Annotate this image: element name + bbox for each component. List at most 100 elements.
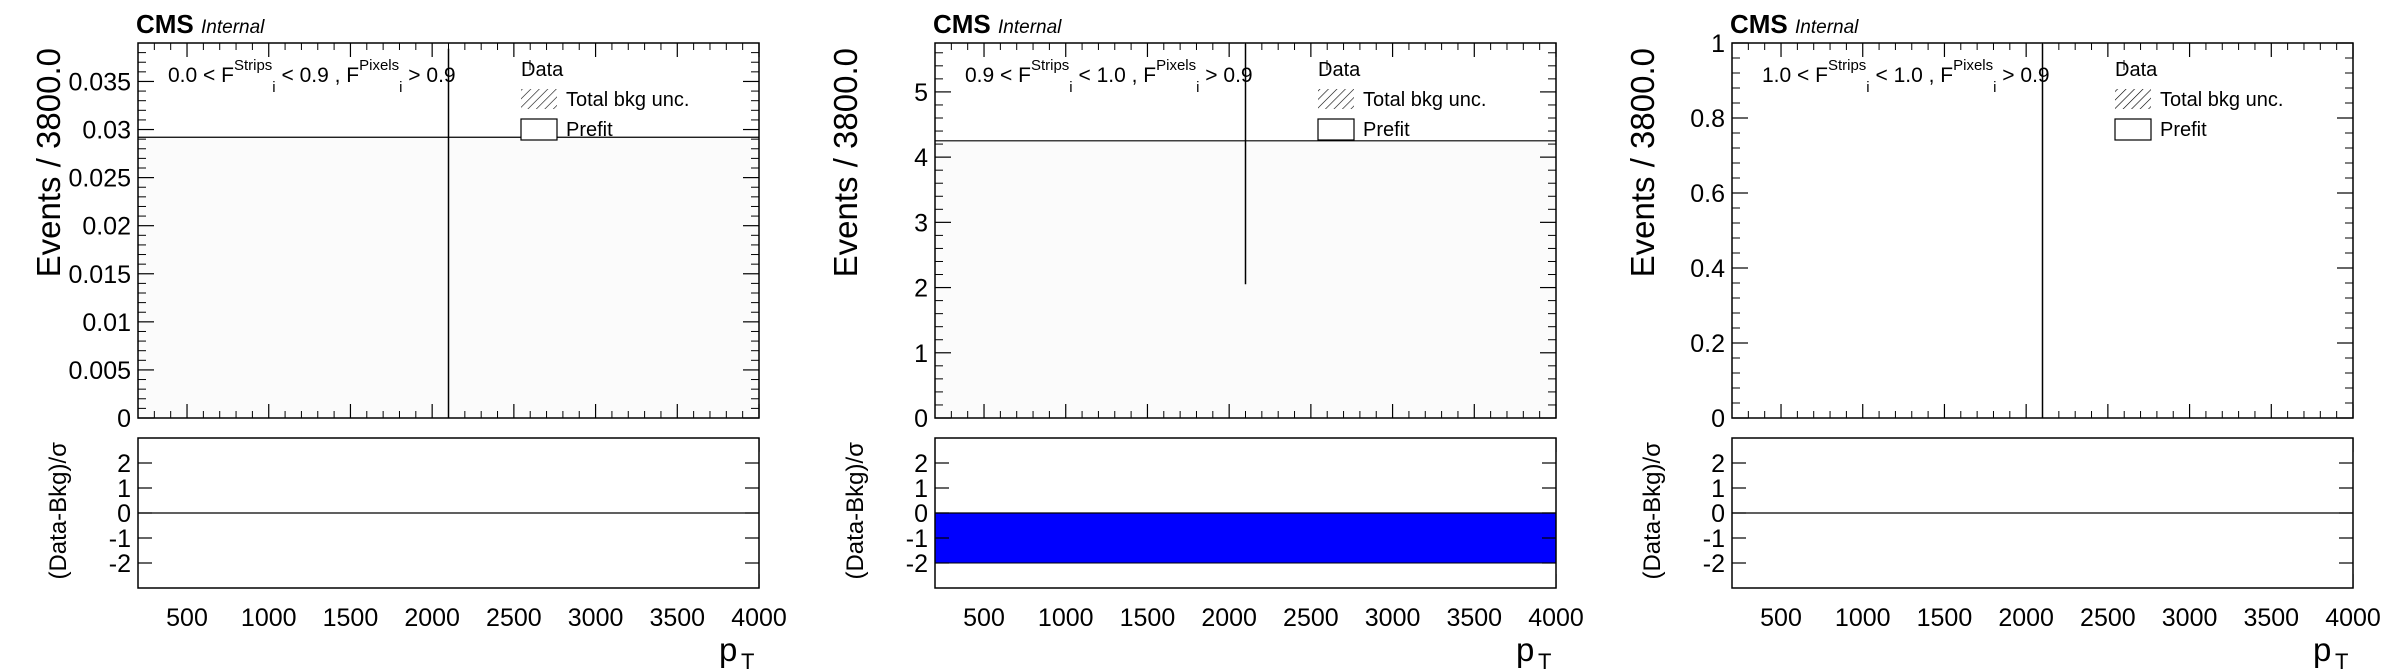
panel-1: 0 0.005 0.01 0.015 0.02 0.025 0.03 0.035 500 1000… [30,9,787,672]
x-axis-title-sub: T [741,649,754,672]
ratio-y-tick-label: -2 [906,550,928,578]
cms-label: CMS [933,9,991,39]
category-label: 0.0 < FStripsi < 0.9 , FPixelsi > 0.9 [168,57,456,96]
x-tick-label: 4000 [1528,604,1584,632]
y-tick-label: 0.2 [1690,330,1725,358]
legend-prefit-label: Prefit [2160,119,2207,141]
x-tick-label: 1000 [1038,604,1094,632]
y-tick-label: 0.025 [68,165,131,193]
y-tick-label: 0.015 [68,261,131,289]
legend-data-label: Data [1318,59,1361,81]
x-tick-label: 1000 [241,604,297,632]
legend-unc-swatch [1318,89,1354,109]
legend-unc-label: Total bkg unc. [2160,89,2283,111]
x-tick-label: 3500 [2243,604,2299,632]
status-label: Internal [998,17,1062,38]
x-tick-label: 3000 [2162,604,2218,632]
y-axis-title: Events / 3800.0 [827,48,864,277]
y-tick-label: 4 [914,144,928,172]
legend-unc-swatch [2115,89,2151,109]
y-tick-label: 1 [1711,30,1725,58]
y-tick-label: 3 [914,209,928,237]
cms-label: CMS [136,9,194,39]
ratio-y-tick-label: -2 [1703,550,1725,578]
y-axis-title: Events / 3800.0 [1624,48,1661,277]
category-label: 1.0 < FStripsi < 1.0 , FPixelsi > 0.9 [1762,57,2050,96]
y-tick-label: 0.02 [82,213,131,241]
y-tick-label: 0.03 [82,117,131,145]
ratio-y-tick-label: 2 [1711,450,1725,478]
x-tick-label: 3000 [568,604,624,632]
y-tick-label: 0.6 [1690,180,1725,208]
y-tick-label: 0 [117,405,131,433]
y-tick-label: 5 [914,79,928,107]
ratio-y-tick-label: 1 [117,475,131,503]
x-tick-label: 1000 [1835,604,1891,632]
status-label: Internal [201,17,265,38]
ratio-y-tick-label: 2 [117,450,131,478]
legend-prefit-swatch [2114,118,2152,141]
ratio-pull-bar [934,512,1557,564]
ratio-y-axis-title: (Data-Bkg)/σ [1639,442,1666,580]
cms-label: CMS [1730,9,1788,39]
x-tick-label: 2500 [486,604,542,632]
y-tick-label: 0.005 [68,357,131,385]
y-axis-title: Events / 3800.0 [30,48,67,277]
ratio-y-tick-label: -1 [1703,525,1725,553]
x-tick-label: 1500 [1917,604,1973,632]
legend-prefit-swatch [1317,118,1355,141]
ratio-y-axis-title: (Data-Bkg)/σ [45,442,72,580]
status-label: Internal [1795,17,1859,38]
ratio-y-tick-label: -1 [906,525,928,553]
y-tick-label: 0.035 [68,68,131,96]
x-tick-label: 500 [963,604,1005,632]
x-tick-label: 2000 [1201,604,1257,632]
y-tick-label: 0.4 [1690,255,1725,283]
ratio-y-axis-title: (Data-Bkg)/σ [842,442,869,580]
x-tick-label: 4000 [731,604,787,632]
ratio-y-tick-label: 0 [117,500,131,528]
x-axis-title: p [719,631,737,668]
ratio-y-tick-label: 1 [914,475,928,503]
x-tick-label: 3000 [1365,604,1421,632]
x-tick-label: 500 [166,604,208,632]
x-axis-title-sub: T [1538,649,1551,672]
ratio-y-tick-label: 2 [914,450,928,478]
y-tick-label: 0 [914,405,928,433]
y-tick-label: 1 [914,340,928,368]
ratio-y-tick-label: -1 [109,525,131,553]
x-tick-label: 2500 [1283,604,1339,632]
x-tick-label: 2000 [404,604,460,632]
y-tick-label: 2 [914,275,928,303]
ratio-y-tick-label: -2 [109,550,131,578]
x-tick-label: 2500 [2080,604,2136,632]
x-tick-label: 2000 [1998,604,2054,632]
x-axis-title: p [1516,631,1534,668]
x-tick-label: 3500 [649,604,705,632]
ratio-y-tick-label: 1 [1711,475,1725,503]
legend-unc-label: Total bkg unc. [1363,89,1486,111]
y-tick-label: 0.01 [82,309,131,337]
x-axis-title-sub: T [2335,649,2348,672]
legend-unc-label: Total bkg unc. [566,89,689,111]
legend-prefit-label: Prefit [1363,119,1410,141]
x-axis-title: p [2313,631,2331,668]
y-tick-label: 0 [1711,405,1725,433]
x-tick-label: 1500 [323,604,379,632]
x-tick-label: 4000 [2325,604,2381,632]
y-tick-label: 0.8 [1690,105,1725,133]
ratio-y-tick-label: 0 [1711,500,1725,528]
category-label: 0.9 < FStripsi < 1.0 , FPixelsi > 0.9 [965,57,1253,96]
x-tick-label: 1500 [1120,604,1176,632]
x-tick-label: 3500 [1446,604,1502,632]
legend-prefit-label: Prefit [566,119,613,141]
legend-prefit-swatch [520,118,558,141]
legend-unc-swatch [521,89,557,109]
x-tick-label: 500 [1760,604,1802,632]
legend-data-label: Data [2115,59,2158,81]
legend-data-label: Data [521,59,564,81]
ratio-y-tick-label: 0 [914,500,928,528]
